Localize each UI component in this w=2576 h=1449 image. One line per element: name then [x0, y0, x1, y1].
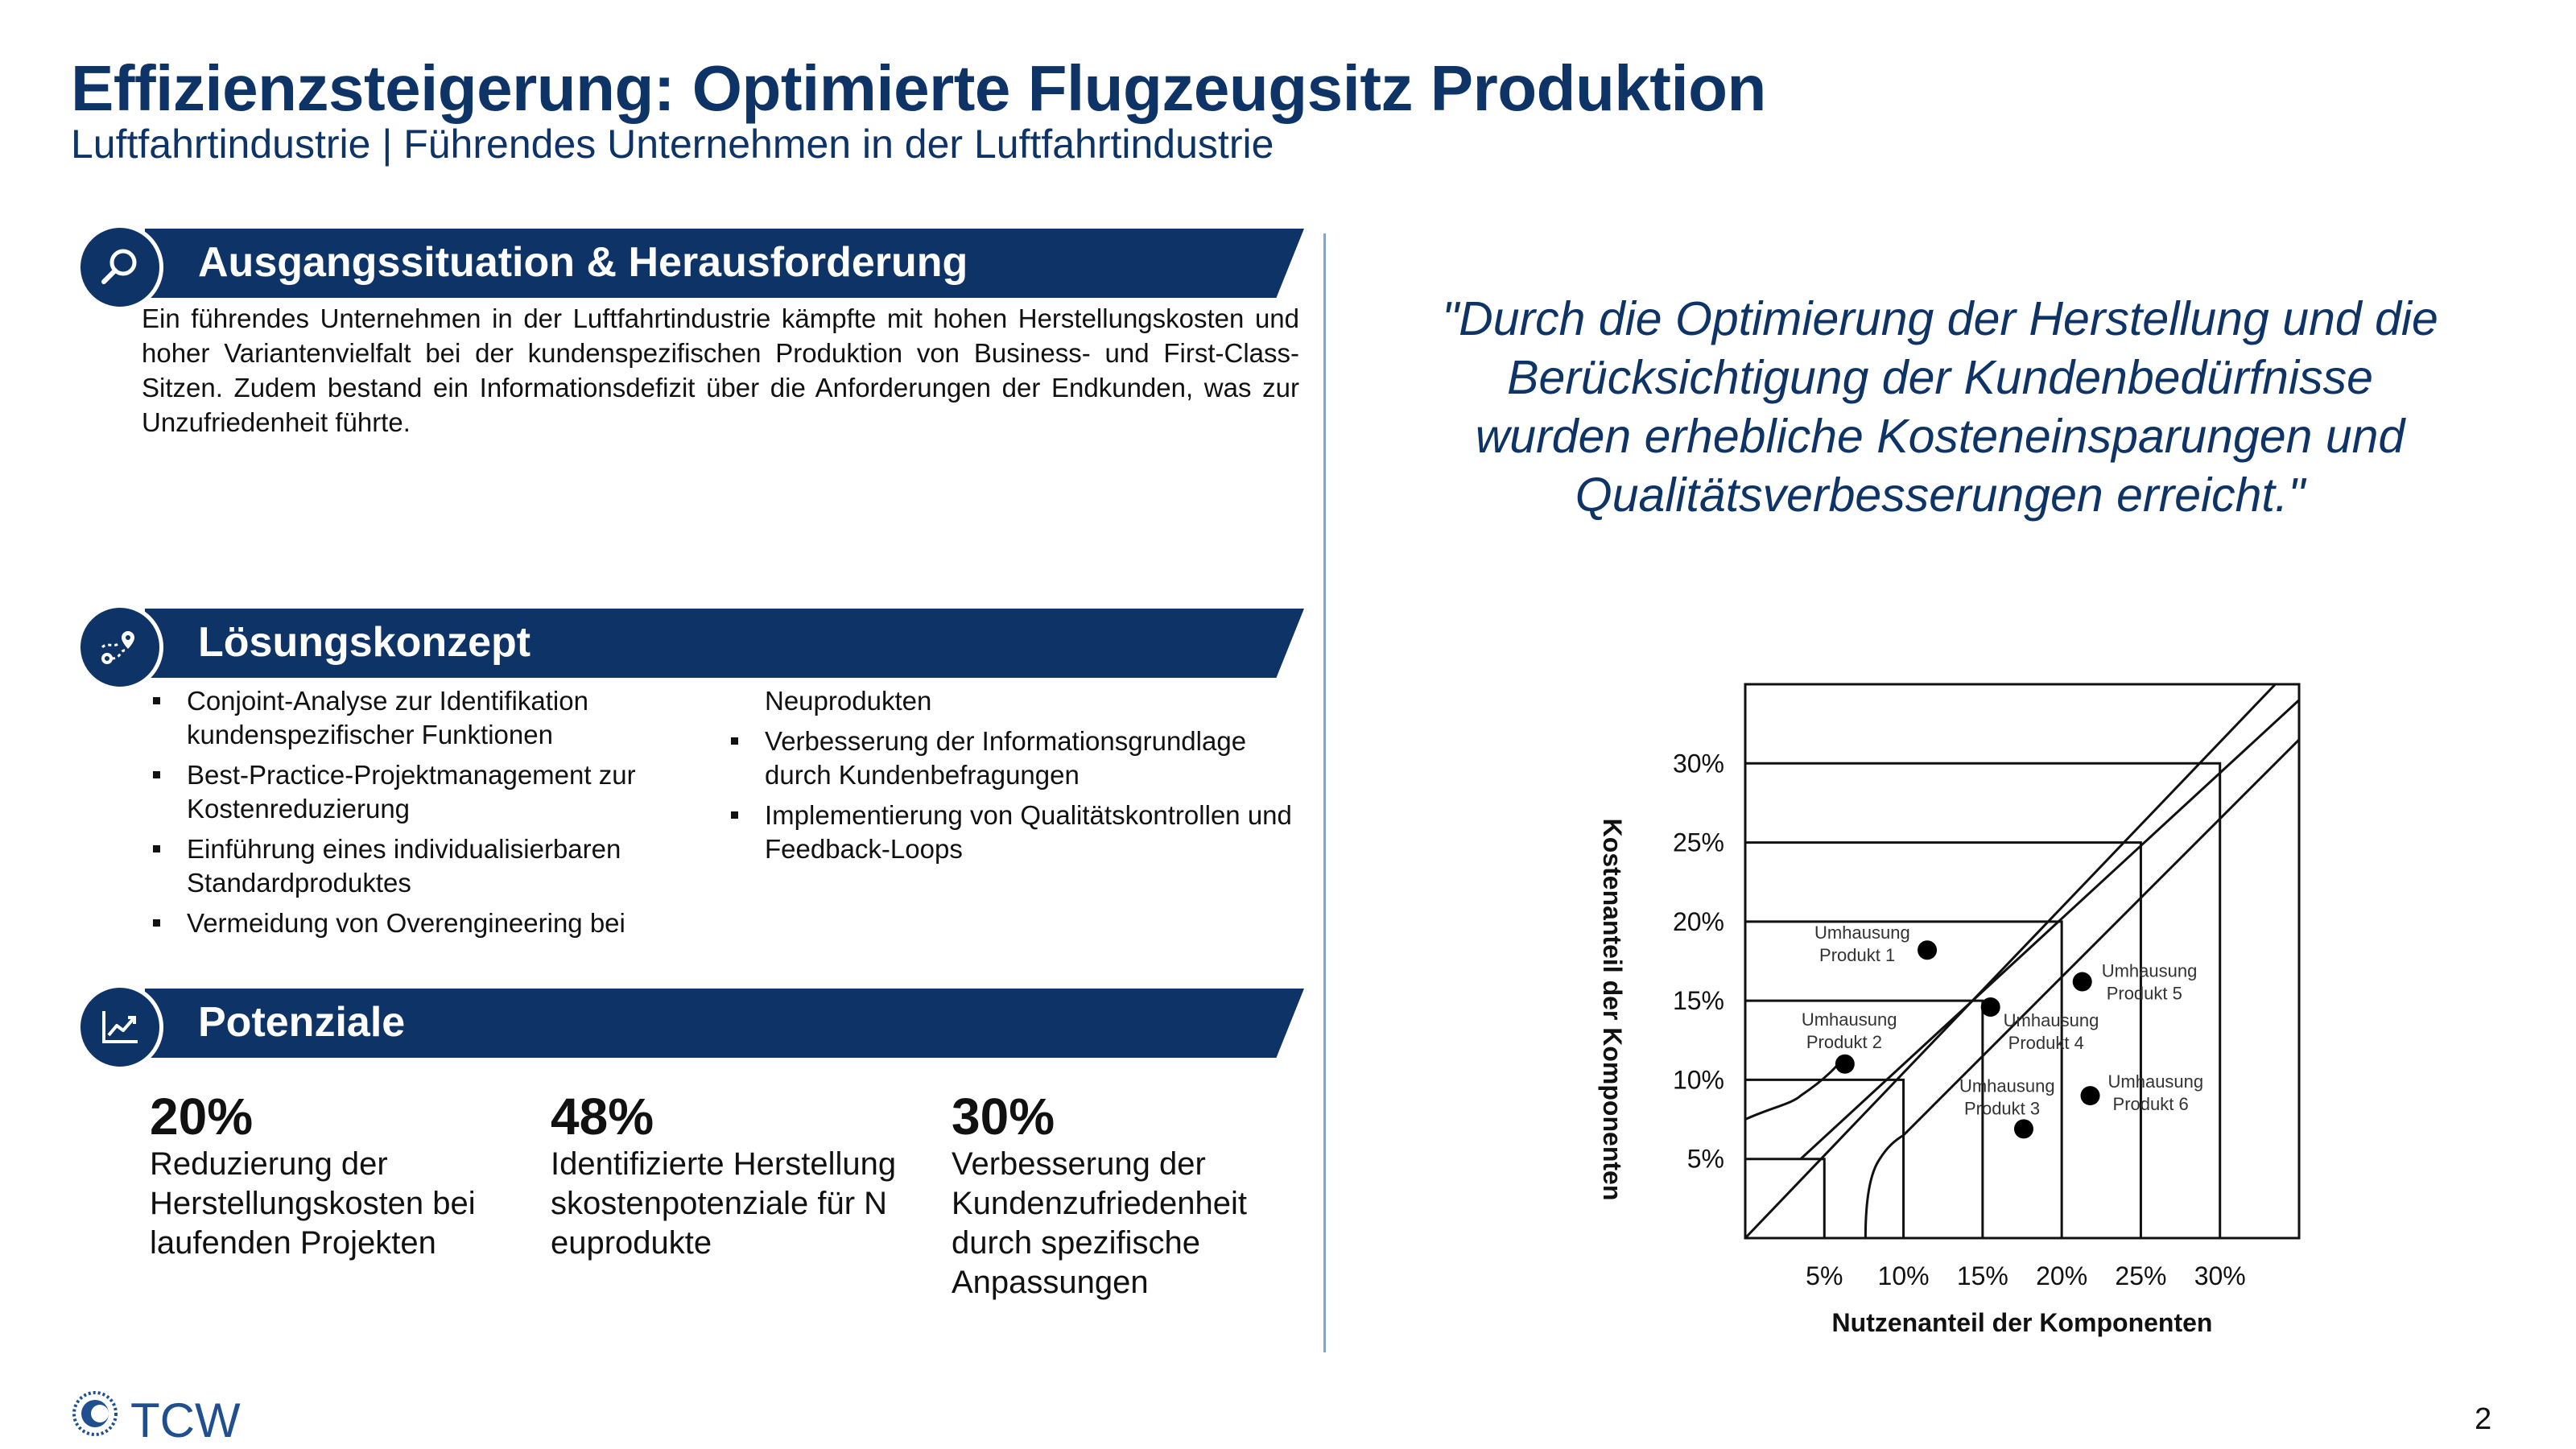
stat-block: 30% Verbesserung der Kundenzufriedenheit…: [952, 1088, 1290, 1302]
data-point: [2013, 1119, 2033, 1139]
data-point-label: Umhausung Produkt 4: [2004, 1010, 2099, 1053]
page-subtitle: Luftfahrtindustrie | Führendes Unternehm…: [71, 122, 1274, 167]
stat-description: Reduzierung der Herstellungskosten bei l…: [150, 1146, 476, 1261]
threshold-box: [1745, 841, 2142, 1238]
data-point: [2080, 1086, 2100, 1106]
section-heading-situation: Ausgangssituation & Herausforderung: [198, 239, 968, 286]
data-point: [1835, 1054, 1855, 1074]
page-title: Effizienzsteigerung: Optimierte Flugzeug…: [71, 52, 1766, 124]
data-point-label: Umhausung Produkt 5: [2102, 961, 2198, 1004]
x-tick-label: 30%: [2194, 1261, 2246, 1290]
x-tick-label: 20%: [2036, 1261, 2087, 1290]
banner-icon-circle: [76, 604, 163, 691]
bullet-continuation: Neuprodukten: [765, 686, 932, 716]
stat-description: Identifizierte Herstellungskostenpotenzi…: [551, 1146, 897, 1261]
column-divider: [1323, 233, 1326, 1352]
bullet-text: Best-Practice-Projektmanagement zur Kost…: [187, 760, 636, 824]
logo-text: TCW: [130, 1393, 241, 1447]
solution-bullets-left: Conjoint-Analyse zur Identifikation kund…: [145, 684, 692, 947]
x-tick-label: 25%: [2115, 1261, 2166, 1290]
section-heading-potential: Potenziale: [198, 999, 406, 1046]
y-tick-label: 30%: [1673, 749, 1724, 778]
banner-icon-circle: [76, 984, 163, 1071]
stat-block: 20% Reduzierung der Herstellungskosten b…: [150, 1088, 504, 1263]
stat-value: 30%: [952, 1088, 1055, 1146]
data-point-label: Umhausung Produkt 3: [1959, 1075, 2055, 1118]
plot-frame: [1744, 683, 2301, 1240]
x-axis-label: Nutzenanteil der Komponenten: [1832, 1308, 2213, 1337]
x-tick-label: 15%: [1957, 1261, 2008, 1290]
section-heading-solution: Lösungskonzept: [198, 619, 531, 666]
y-tick-label: 15%: [1673, 986, 1724, 1015]
threshold-box: [1745, 920, 2063, 1238]
page-number: 2: [2475, 1402, 2492, 1436]
threshold-box: [1745, 762, 2222, 1238]
diagonal-line: [1744, 683, 2277, 1240]
bullet-text: Conjoint-Analyse zur Identifikation kund…: [187, 686, 588, 749]
banner-bar: [145, 989, 1304, 1058]
diagonal-band-lower: [1902, 738, 2301, 1137]
banner-icon-circle: [76, 224, 163, 311]
y-tick-label: 20%: [1673, 907, 1724, 936]
bullet-text: Vermeidung von Overengineering bei: [187, 908, 625, 938]
list-item: Einführung eines individualisierbaren St…: [145, 832, 692, 900]
data-point: [2072, 972, 2092, 992]
banner-bar: [145, 609, 1304, 678]
tcw-logo-icon: [72, 1391, 118, 1436]
quote-text: "Durch die Optimierung der Herstellung u…: [1442, 292, 2438, 522]
stat-value: 20%: [150, 1088, 254, 1146]
threshold-box: [1745, 1158, 1826, 1238]
data-point: [1980, 997, 2000, 1018]
y-axis-label: Kostenanteil der Komponenten: [1598, 819, 1627, 1201]
portfolio-chart: 5% 10% 15% 20% 25% 30% 5% 10% 15% 20% 25% 30% Nutzen…: [1598, 683, 2301, 1337]
x-tick-label: 10%: [1878, 1261, 1930, 1290]
y-tick-label: 10%: [1673, 1065, 1724, 1094]
situation-text: Ein führendes Unternehmen in der Luftfah…: [142, 303, 1299, 437]
band-curve-lower: [1864, 1133, 1905, 1239]
list-item: Verbesserung der Informationsgrundlage d…: [723, 724, 1302, 792]
threshold-box: [1745, 1078, 1905, 1238]
band-curve-upper: [1744, 1055, 1845, 1121]
data-point: [1918, 940, 1938, 960]
bullet-text: Einführung eines individualisierbaren St…: [187, 834, 621, 898]
data-point-label: Umhausung Produkt 2: [1802, 1009, 1897, 1052]
x-tick-label: 5%: [1806, 1261, 1843, 1290]
diagonal-band-upper: [1799, 699, 2301, 1160]
bullet-text: Implementierung von Qualitätskontrollen …: [765, 800, 1292, 864]
y-tick-label: 5%: [1687, 1145, 1724, 1174]
banner-bar: [145, 229, 1304, 298]
y-tick-label: 25%: [1673, 828, 1724, 857]
section-banner-solution: Lösungskonzept: [76, 604, 1304, 691]
magnifier-icon: [101, 249, 137, 284]
list-item: Best-Practice-Projektmanagement zur Kost…: [145, 758, 692, 826]
solution-bullets-right: Verbesserung der Informationsgrundlage d…: [723, 724, 1302, 873]
threshold-box: [1745, 999, 1984, 1238]
trend-chart-icon: [102, 1011, 138, 1043]
route-icon: [101, 631, 134, 664]
data-point-label: Umhausung Produkt 6: [2108, 1071, 2204, 1114]
list-item: Implementierung von Qualitätskontrollen …: [723, 799, 1302, 866]
stat-value: 48%: [551, 1088, 654, 1146]
bullet-text: Verbesserung der Informationsgrundlage d…: [765, 726, 1247, 790]
section-banner-potential: Potenziale: [76, 984, 1304, 1071]
stat-description: Verbesserung der Kundenzufriedenheit dur…: [952, 1146, 1247, 1300]
list-item: Conjoint-Analyse zur Identifikation kund…: [145, 684, 692, 752]
data-point-label: Umhausung Produkt 1: [1814, 923, 1910, 965]
stat-block: 48% Identifizierte Herstellungskostenpot…: [551, 1088, 905, 1263]
list-item: Vermeidung von Overengineering bei: [145, 906, 692, 940]
section-banner-situation: Ausgangssituation & Herausforderung: [76, 224, 1304, 311]
